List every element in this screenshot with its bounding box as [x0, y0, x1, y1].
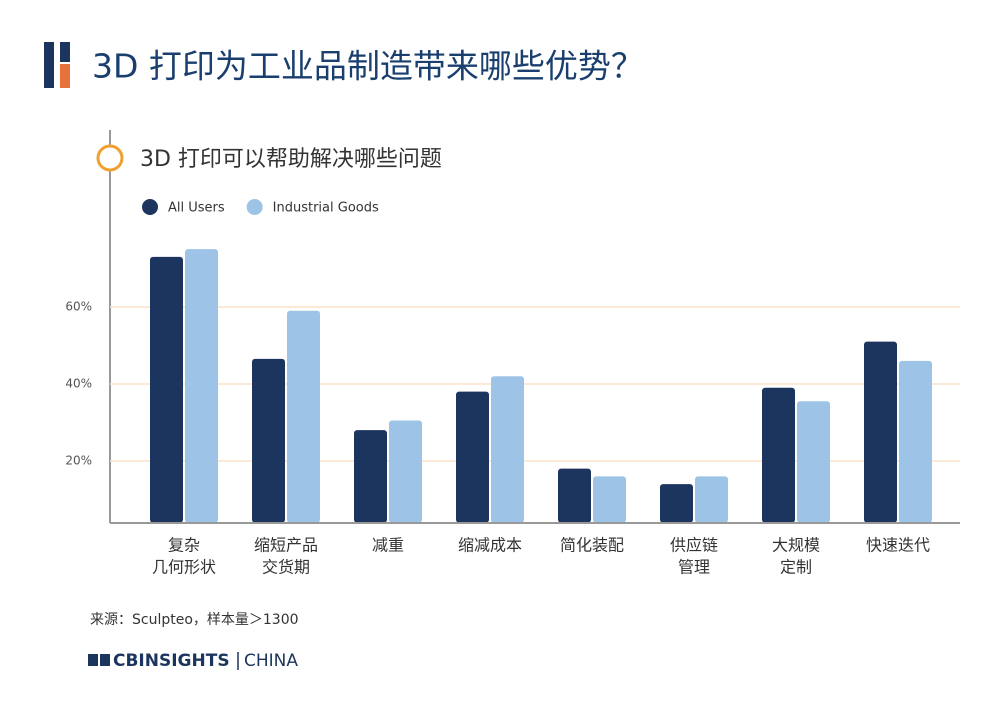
y-tick-label: 60% — [65, 299, 92, 313]
title-decoration — [60, 64, 70, 88]
chart-title: 3D 打印可以帮助解决哪些问题 — [140, 147, 442, 172]
brand: CBINSIGHTS — [113, 651, 230, 671]
legend-label: Industrial Goods — [273, 201, 379, 216]
bar — [558, 468, 591, 523]
bar — [354, 430, 387, 523]
subtitle-marker — [96, 144, 124, 172]
bar — [150, 256, 183, 523]
x-tick-label: 定制 — [780, 558, 812, 577]
bar — [287, 310, 320, 523]
bar — [695, 476, 728, 523]
bar — [252, 358, 285, 523]
bar — [797, 401, 830, 523]
legend-swatch — [246, 199, 263, 215]
x-tick-label: 几何形状 — [152, 558, 216, 577]
bar — [456, 391, 489, 523]
bar — [660, 484, 693, 523]
title-decoration — [44, 42, 54, 88]
bar — [389, 420, 422, 523]
bar — [185, 249, 218, 523]
bar — [899, 360, 932, 523]
title-decoration — [60, 42, 70, 62]
source: 来源：Sculpteo，样本量＞1300 — [90, 612, 299, 628]
x-tick-label: 快速迭代 — [866, 536, 930, 555]
plot: 20% 40% 60% All Users Industrial Goods 复杂几何形状… — [65, 199, 960, 577]
logo-mark — [100, 654, 110, 666]
x-tick-label: 缩短产品 — [254, 536, 318, 555]
y-tick-label: 20% — [65, 453, 92, 467]
page-title: 3D 打印为工业品制造带来哪些优势？ — [92, 47, 644, 86]
logo-mark — [88, 654, 98, 666]
region: CHINA — [244, 651, 298, 671]
bar — [762, 387, 795, 523]
legend-swatch — [142, 199, 158, 215]
x-tick-label: 复杂 — [168, 536, 200, 555]
x-tick-label: 大规模 — [772, 536, 820, 555]
bar — [593, 476, 626, 523]
bar — [864, 341, 897, 523]
x-tick-label: 减重 — [372, 536, 404, 555]
x-tick-label: 交货期 — [262, 558, 310, 577]
x-tick-label: 简化装配 — [560, 536, 624, 555]
x-tick-label: 缩减成本 — [458, 536, 522, 555]
y-tick-label: 40% — [65, 376, 92, 390]
x-tick-label: 供应链 — [670, 536, 718, 555]
bar — [491, 376, 524, 523]
legend-label: All Users — [168, 201, 225, 216]
x-tick-label: 管理 — [678, 558, 710, 577]
